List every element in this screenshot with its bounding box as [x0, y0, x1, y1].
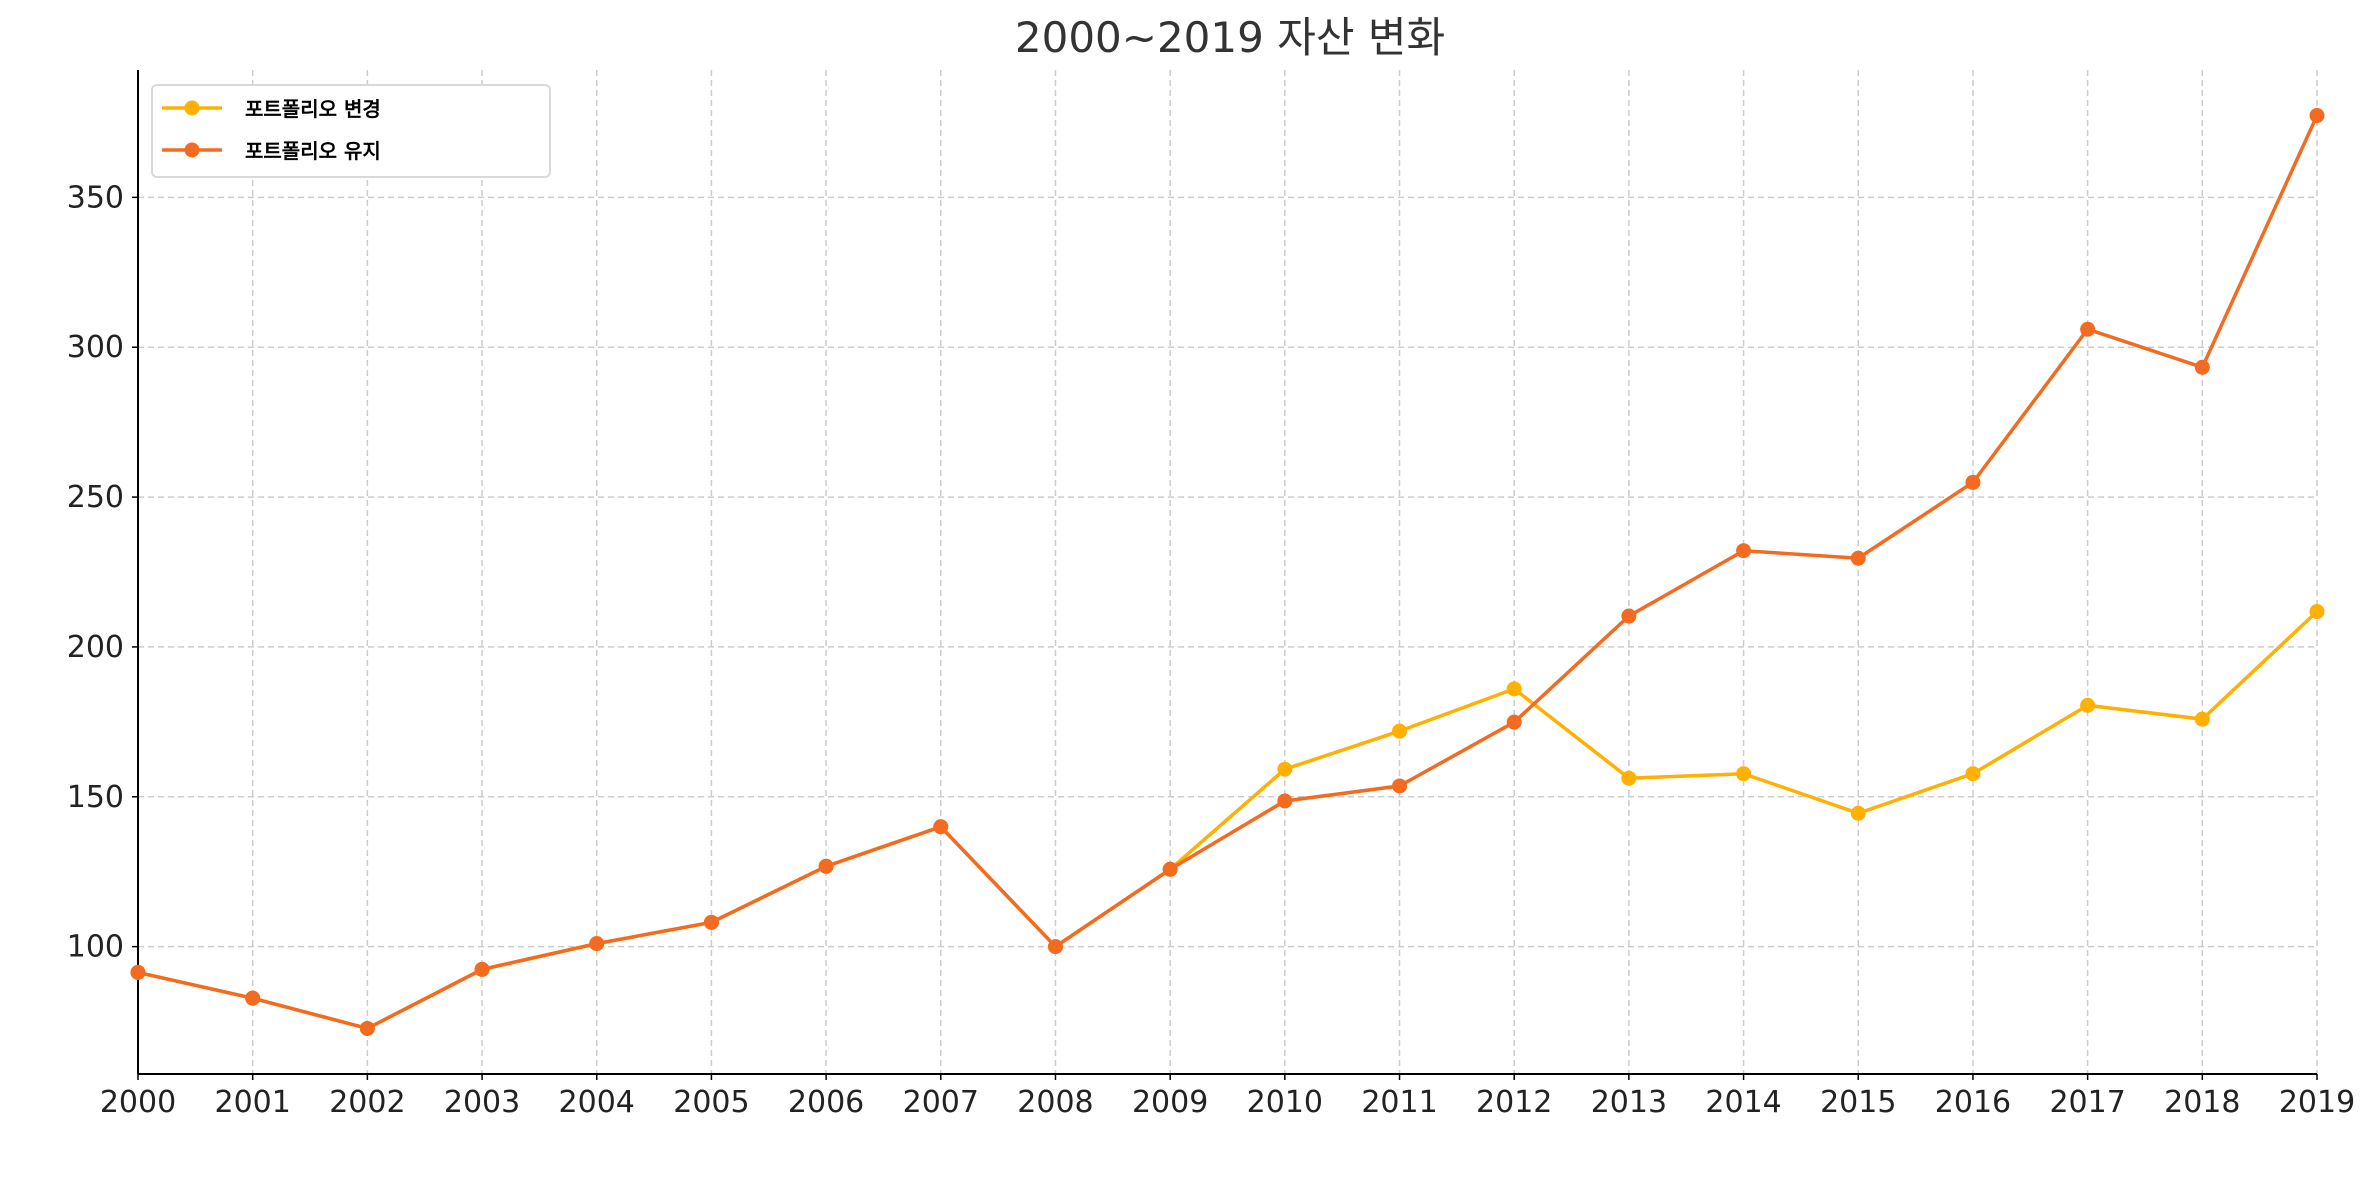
chart-title: 2000~2019 자산 변화 [1015, 13, 1445, 62]
data-point [130, 964, 146, 980]
x-tick-label: 2009 [1132, 1085, 1208, 1120]
data-point [2309, 604, 2325, 620]
legend-box [151, 84, 551, 178]
data-point [1965, 766, 1981, 782]
legend-label-2: 포트폴리오 유지 [245, 139, 381, 163]
data-point [1506, 714, 1522, 730]
y-tick-label: 300 [67, 330, 124, 365]
x-tick-label: 2012 [1476, 1085, 1552, 1120]
grid [137, 70, 2318, 1074]
data-point [1850, 805, 1866, 821]
y-tick-label: 350 [67, 180, 124, 215]
x-tick-label: 2010 [1247, 1085, 1323, 1120]
x-tick-label: 2000 [100, 1085, 176, 1120]
series-group [130, 108, 2325, 1036]
x-tick-label: 2018 [2164, 1085, 2240, 1120]
data-point [818, 858, 834, 874]
data-point [474, 961, 490, 977]
x-tick-label: 2002 [329, 1085, 405, 1120]
x-tick-label: 2016 [1935, 1085, 2011, 1120]
x-tick-label: 2001 [215, 1085, 291, 1120]
data-point [589, 936, 605, 952]
data-point [1277, 761, 1293, 777]
series-line-2 [137, 114, 2319, 1031]
data-point [1621, 608, 1637, 624]
x-tick-label: 2019 [2279, 1085, 2355, 1120]
legend-marker-2 [184, 142, 200, 158]
data-point [1506, 681, 1522, 697]
data-point [703, 914, 719, 930]
data-point [1621, 770, 1637, 786]
y-tick-label: 250 [67, 480, 124, 515]
data-point [1047, 939, 1063, 955]
data-point [2194, 711, 2210, 727]
x-tick-label: 2015 [1820, 1085, 1896, 1120]
x-tick-label: 2017 [2049, 1085, 2125, 1120]
x-tick-label: 2006 [788, 1085, 864, 1120]
legend-label-1: 포트폴리오 변경 [245, 97, 381, 121]
axes: 2000 2001 2002 2003 2004 2005 2006 2007 2008 2009… [67, 70, 2355, 1120]
y-tick-label: 100 [67, 930, 124, 965]
data-point [1736, 766, 1752, 782]
series-line-1 [137, 610, 2319, 1031]
data-point [2309, 108, 2325, 124]
x-tick-label: 2004 [559, 1085, 635, 1120]
x-tick-label: 2003 [444, 1085, 520, 1120]
data-point [1277, 793, 1293, 809]
y-tick-label: 200 [67, 630, 124, 665]
data-point [1736, 543, 1752, 559]
x-tick-label: 2011 [1361, 1085, 1437, 1120]
data-point [359, 1020, 375, 1036]
x-tick-label: 2014 [1705, 1085, 1781, 1120]
x-tick-label: 2005 [673, 1085, 749, 1120]
y-tick-label: 150 [67, 780, 124, 815]
data-point [2194, 359, 2210, 375]
x-tick-label: 2008 [1017, 1085, 1093, 1120]
data-point [1850, 550, 1866, 566]
data-point [245, 990, 261, 1006]
data-point [2080, 321, 2096, 337]
data-point [2080, 697, 2096, 713]
data-point [1965, 474, 1981, 490]
x-tick-label: 2007 [903, 1085, 979, 1120]
data-point [1162, 861, 1178, 877]
data-point [1392, 723, 1408, 739]
x-tick-label: 2013 [1591, 1085, 1667, 1120]
data-point [1392, 778, 1408, 794]
legend-marker-1 [184, 100, 200, 116]
data-point [933, 819, 949, 835]
